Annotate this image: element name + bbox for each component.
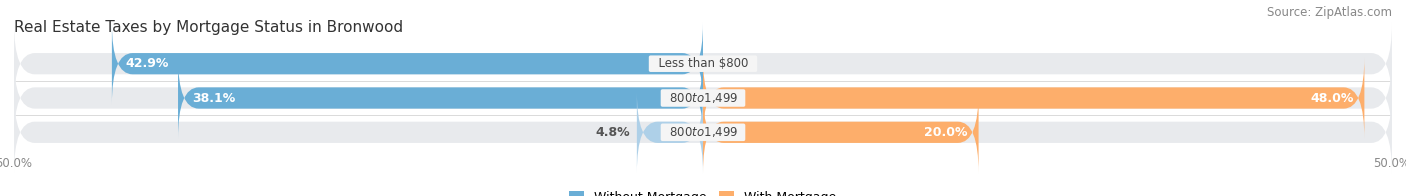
- FancyBboxPatch shape: [703, 57, 1364, 139]
- Text: 38.1%: 38.1%: [191, 92, 235, 104]
- FancyBboxPatch shape: [14, 57, 1392, 139]
- Text: 20.0%: 20.0%: [924, 126, 967, 139]
- FancyBboxPatch shape: [14, 92, 1392, 173]
- Text: $800 to $1,499: $800 to $1,499: [662, 125, 744, 139]
- FancyBboxPatch shape: [179, 57, 703, 139]
- Text: Less than $800: Less than $800: [651, 57, 755, 70]
- FancyBboxPatch shape: [14, 23, 1392, 104]
- Text: 48.0%: 48.0%: [1310, 92, 1354, 104]
- FancyBboxPatch shape: [637, 92, 703, 173]
- Text: $800 to $1,499: $800 to $1,499: [662, 91, 744, 105]
- FancyBboxPatch shape: [703, 92, 979, 173]
- Text: Real Estate Taxes by Mortgage Status in Bronwood: Real Estate Taxes by Mortgage Status in …: [14, 20, 404, 35]
- FancyBboxPatch shape: [112, 23, 703, 104]
- Text: 4.8%: 4.8%: [595, 126, 630, 139]
- Text: Source: ZipAtlas.com: Source: ZipAtlas.com: [1267, 6, 1392, 19]
- Legend: Without Mortgage, With Mortgage: Without Mortgage, With Mortgage: [569, 191, 837, 196]
- Text: 0.0%: 0.0%: [710, 57, 745, 70]
- Text: 42.9%: 42.9%: [125, 57, 169, 70]
